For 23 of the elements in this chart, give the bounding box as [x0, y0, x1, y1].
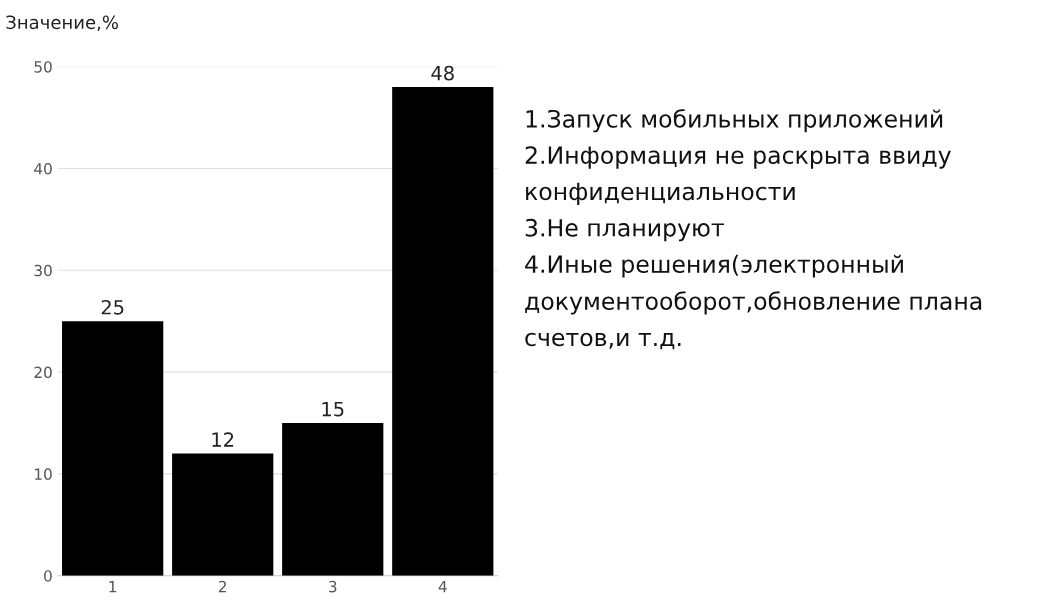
- text: 2.Информация не раскрыта ввиду конфиденциальности: [525, 146, 951, 205]
- bar: [62, 321, 164, 576]
- text: 1.Запуск мобильных приложений: [526, 109, 943, 133]
- data-label: 25: [101, 299, 124, 315]
- bar: [172, 453, 274, 576]
- y-tick-label: 50: [34, 61, 52, 73]
- data-label: 48: [431, 65, 454, 81]
- data-label: 15: [322, 401, 344, 417]
- y-tick-label: 30: [34, 264, 52, 277]
- bar: [392, 87, 494, 576]
- y-axis-title: Значение,%: [6, 15, 119, 31]
- bar: [282, 422, 384, 576]
- x-tick-label: 2: [218, 580, 227, 593]
- text: 4.Иные решения(электронный документооборот,обновление плана счетов,и т.д.: [525, 254, 982, 350]
- y-tick-label: 20: [34, 366, 52, 379]
- x-tick-label: 1: [109, 581, 117, 593]
- text: 3.Не планируют: [525, 218, 724, 242]
- y-tick-label: 10: [35, 468, 52, 480]
- y-tick-label: 40: [34, 162, 52, 175]
- data-label: 12: [212, 432, 234, 447]
- x-tick-label: 3: [329, 580, 337, 593]
- y-tick-label: 0: [44, 570, 52, 582]
- x-tick-label: 4: [438, 581, 447, 593]
